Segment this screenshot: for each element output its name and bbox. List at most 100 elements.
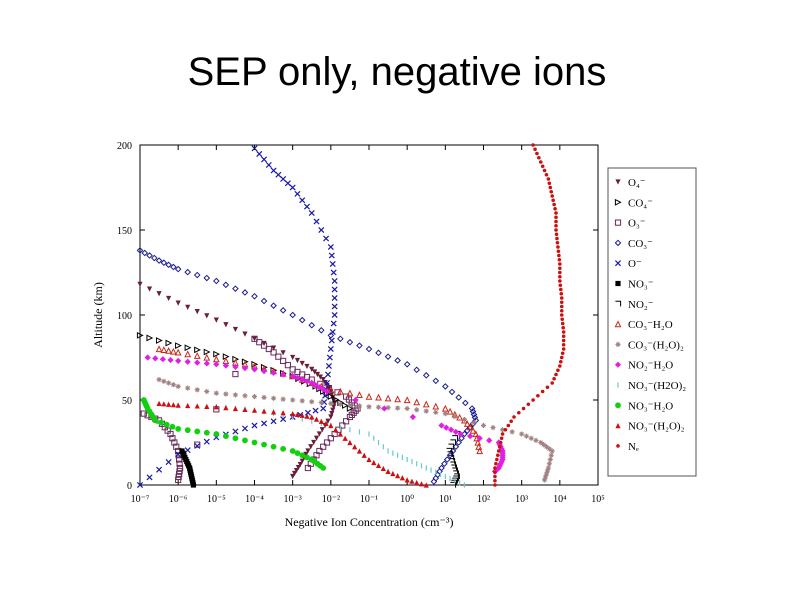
data-point-interp [295,464,301,471]
x-axis-label: Negative Ion Concentration (cm⁻³) [285,515,454,529]
data-point-interp [517,410,521,415]
data-point [365,392,373,400]
data-point [327,243,334,251]
data-point-interp [552,202,556,207]
data-point-interp [173,443,180,450]
data-point-interp [304,454,310,461]
data-point-interp [146,474,153,481]
data-point-interp [158,419,164,426]
data-point-interp [163,421,170,428]
data-point-interp [432,377,440,385]
data-point-interp [452,428,459,435]
data-point-interp [543,471,550,477]
data-point-interp [509,429,515,435]
data-point-interp [304,363,310,370]
data-point-interp [194,387,200,393]
data-point [309,414,315,420]
data-point-interp [455,439,462,446]
data-point-interp [422,372,430,379]
data-point-interp [543,444,550,450]
data-point [404,477,410,483]
data-point-interp [452,435,458,441]
data-point-interp [242,406,248,412]
data-point-interp [375,404,382,410]
data-point [289,448,296,454]
data-point-interp [170,382,176,388]
data-point-interp [330,320,337,327]
data-point [251,145,258,152]
data-point-interp [293,467,300,474]
data-point [297,462,303,468]
data-point-interp [469,426,477,434]
data-point-interp [467,433,474,440]
data-point-interp [493,474,497,479]
data-point-interp [242,331,248,337]
data-point-interp [312,369,318,375]
data-point-interp [141,249,149,257]
data-point-interp [308,444,314,450]
data-point-interp [166,380,172,386]
data-point-interp [194,441,201,448]
data-point [320,405,327,412]
data-point [430,478,438,485]
data-point-interp [394,395,402,403]
data-point [438,464,445,472]
legend-label: O⁻ [628,258,642,270]
data-point-interp [535,151,539,156]
data-point-interp [559,291,564,296]
series-11 [140,397,327,471]
legend-label: NO₃⁻ [628,279,654,291]
data-point-interp [169,423,176,430]
data-point-interp [265,345,272,353]
data-point [305,448,311,454]
data-point-interp [308,321,316,329]
data-point [289,311,296,319]
x-tick-label: 10⁰ [400,494,414,505]
data-point [213,431,220,437]
data-point-interp [557,257,562,262]
data-point-interp [303,203,311,210]
data-point [175,476,182,483]
data-point [328,414,334,420]
data-point [550,194,554,198]
data-point-interp [280,445,287,452]
y-tick-label: 200 [117,141,132,152]
data-point-interp [232,428,239,435]
data-point-interp [280,357,287,364]
slide-title: SEP only, negative ions [187,50,607,94]
data-point-interp [330,407,336,413]
data-point [251,336,258,342]
y-axis-label: Altitude (km) [91,282,105,348]
data-point-interp [554,372,558,377]
data-point-interp [260,368,268,375]
data-point-interp [313,416,320,422]
data-point-interp [559,308,564,313]
data-point [472,430,480,438]
legend-marker [614,320,622,328]
data-point-interp [232,326,239,333]
data-point [156,400,162,406]
x-tick-label: 10⁻¹ [360,494,378,505]
data-point [290,473,296,480]
data-point [454,473,460,480]
data-point-interp [552,376,556,381]
data-point [251,439,258,446]
data-point-interp [318,399,324,406]
data-point [480,422,487,429]
data-point [403,360,411,368]
data-point [546,177,551,181]
data-point-interp [414,479,420,486]
data-point-interp [385,405,391,411]
data-point [290,354,296,361]
x-tick-label: 10¹ [439,494,452,505]
legend-label: NO₂⁻ [628,299,654,311]
legend-label: NO₃⁻(H2O)₂ [628,380,686,392]
data-point [550,381,554,385]
legend-marker [615,280,621,287]
data-point-interp [536,393,540,398]
legend-label: O₃⁻ [628,218,646,230]
data-point [251,407,258,413]
data-point [496,449,501,453]
data-point-interp [471,414,479,421]
legend-label: NO₃⁻(H₂O)₂ [628,421,685,433]
